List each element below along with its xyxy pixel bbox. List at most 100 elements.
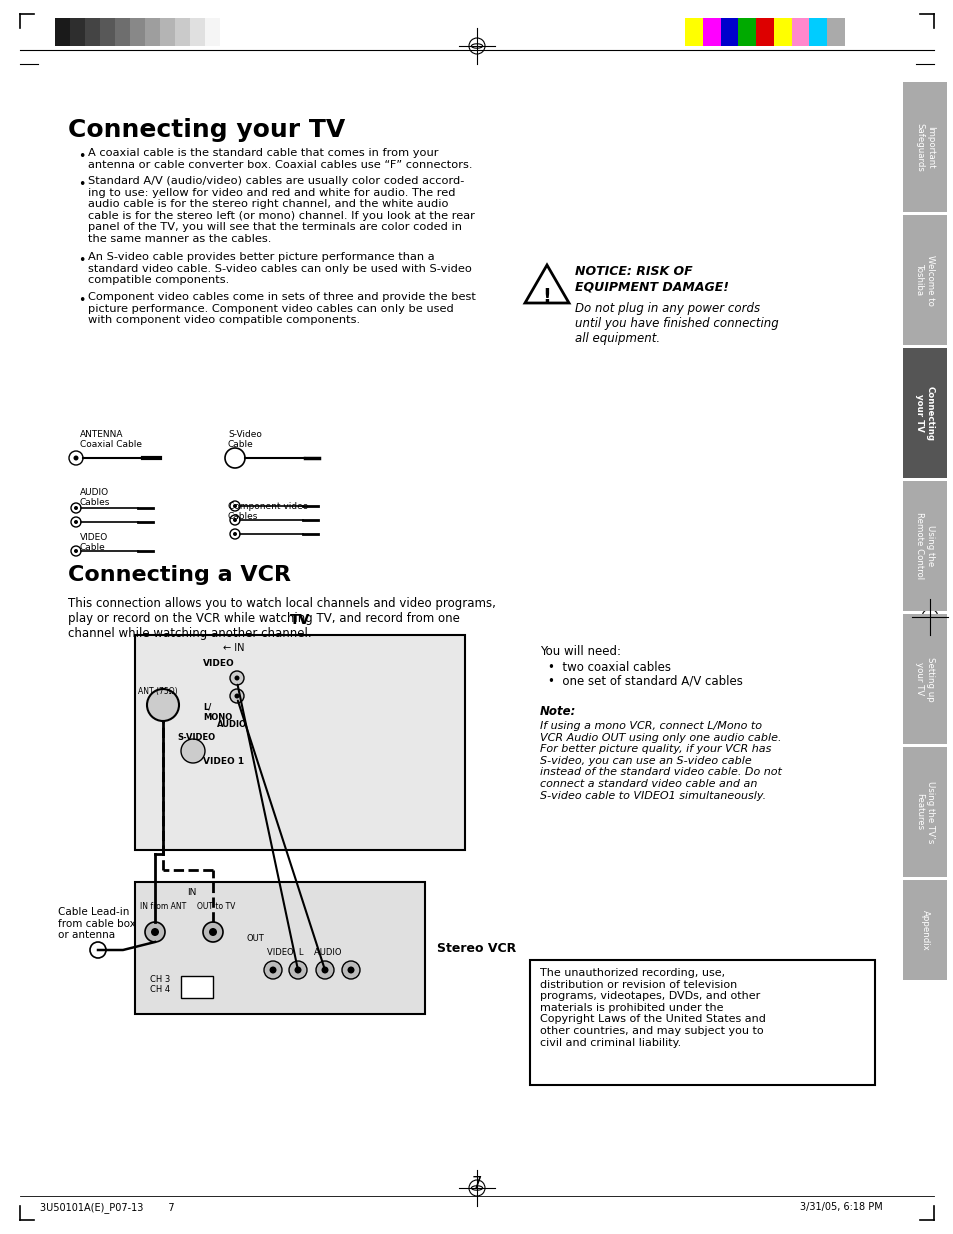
- Text: Standard A/V (audio/video) cables are usually color coded accord-
ing to use: ye: Standard A/V (audio/video) cables are us…: [88, 176, 475, 244]
- Text: •  two coaxial cables: • two coaxial cables: [547, 661, 670, 674]
- Circle shape: [147, 689, 179, 721]
- Text: AUDIO: AUDIO: [216, 719, 247, 729]
- Text: This connection allows you to watch local channels and video programs,
play or r: This connection allows you to watch loca…: [68, 597, 496, 640]
- Polygon shape: [524, 265, 568, 304]
- Bar: [174, 19, 190, 46]
- Text: Connecting a VCR: Connecting a VCR: [68, 565, 291, 585]
- Circle shape: [74, 549, 78, 553]
- Bar: [902, 481, 946, 611]
- Text: Welcome to
Toshiba: Welcome to Toshiba: [914, 254, 934, 306]
- Circle shape: [321, 966, 328, 974]
- Text: ANTENNA
Coaxial Cable: ANTENNA Coaxial Cable: [80, 429, 142, 449]
- Bar: [702, 19, 720, 46]
- Circle shape: [151, 928, 159, 937]
- Circle shape: [230, 689, 244, 703]
- Text: Do not plug in any power cords
until you have finished connecting
all equipment.: Do not plug in any power cords until you…: [575, 302, 778, 346]
- Text: •: •: [78, 254, 85, 267]
- Bar: [902, 348, 946, 478]
- Circle shape: [230, 671, 244, 685]
- Circle shape: [264, 961, 282, 979]
- Text: CH 3
CH 4: CH 3 CH 4: [150, 975, 170, 995]
- Text: ANT (75Ω): ANT (75Ω): [138, 687, 177, 696]
- Circle shape: [233, 532, 236, 536]
- Bar: [902, 747, 946, 877]
- Circle shape: [181, 739, 205, 763]
- Bar: [55, 19, 70, 46]
- Bar: [190, 19, 205, 46]
- Bar: [135, 882, 424, 1014]
- Bar: [70, 19, 85, 46]
- Circle shape: [294, 966, 301, 974]
- Bar: [530, 960, 874, 1085]
- Text: S-VIDEO: S-VIDEO: [177, 733, 214, 742]
- Text: 3/31/05, 6:18 PM: 3/31/05, 6:18 PM: [800, 1202, 882, 1212]
- Text: 7: 7: [471, 1175, 482, 1193]
- Bar: [791, 19, 808, 46]
- Bar: [773, 19, 791, 46]
- Circle shape: [74, 506, 78, 510]
- Circle shape: [233, 503, 236, 508]
- Circle shape: [73, 455, 78, 460]
- Circle shape: [289, 961, 307, 979]
- Bar: [902, 215, 946, 346]
- Text: Stereo VCR: Stereo VCR: [436, 942, 516, 955]
- Text: •: •: [78, 151, 85, 163]
- Text: !: !: [542, 288, 551, 306]
- Text: Component video
Cables: Component video Cables: [228, 502, 308, 522]
- Text: ← IN: ← IN: [223, 643, 244, 653]
- Text: L/
MONO: L/ MONO: [203, 703, 232, 722]
- Text: If using a mono VCR, connect L/Mono to
VCR Audio OUT using only one audio cable.: If using a mono VCR, connect L/Mono to V…: [539, 721, 781, 801]
- Bar: [100, 19, 115, 46]
- Circle shape: [203, 922, 223, 942]
- Bar: [720, 19, 738, 46]
- Text: Important
Safeguards: Important Safeguards: [914, 122, 934, 172]
- Text: OUT: OUT: [247, 934, 265, 943]
- Text: NOTICE: RISK OF
EQUIPMENT DAMAGE!: NOTICE: RISK OF EQUIPMENT DAMAGE!: [575, 265, 728, 292]
- Text: Setting up
your TV: Setting up your TV: [914, 656, 934, 701]
- Text: S-Video
Cable: S-Video Cable: [228, 429, 262, 449]
- Text: Using the
Remote Control: Using the Remote Control: [914, 512, 934, 580]
- Circle shape: [145, 922, 165, 942]
- Circle shape: [347, 966, 355, 974]
- Text: 3U50101A(E)_P07-13        7: 3U50101A(E)_P07-13 7: [40, 1202, 174, 1213]
- Circle shape: [209, 928, 216, 937]
- Circle shape: [315, 961, 334, 979]
- Bar: [130, 19, 145, 46]
- Bar: [160, 19, 174, 46]
- Text: Connecting
your TV: Connecting your TV: [914, 385, 934, 441]
- Text: IN from ANT: IN from ANT: [140, 902, 186, 911]
- Text: OUT to TV: OUT to TV: [196, 902, 235, 911]
- Text: Appendix: Appendix: [920, 909, 928, 950]
- Text: VIDEO
Cable: VIDEO Cable: [80, 533, 108, 553]
- Text: VIDEO 1: VIDEO 1: [203, 756, 244, 766]
- Text: Using the TV’s
Features: Using the TV’s Features: [914, 781, 934, 843]
- Bar: [684, 19, 702, 46]
- Bar: [145, 19, 160, 46]
- Text: A coaxial cable is the standard cable that comes in from your
antenna or cable c: A coaxial cable is the standard cable th…: [88, 148, 472, 169]
- Bar: [85, 19, 100, 46]
- Circle shape: [74, 520, 78, 524]
- Bar: [205, 19, 220, 46]
- Bar: [756, 19, 773, 46]
- Text: •: •: [78, 178, 85, 191]
- Bar: [738, 19, 756, 46]
- Bar: [181, 976, 213, 998]
- Circle shape: [341, 961, 359, 979]
- Circle shape: [234, 694, 239, 698]
- Bar: [115, 19, 130, 46]
- Circle shape: [90, 942, 106, 958]
- Circle shape: [234, 675, 239, 680]
- Text: VIDEO  L    AUDIO: VIDEO L AUDIO: [267, 948, 341, 958]
- Bar: [902, 615, 946, 744]
- Text: IN: IN: [187, 888, 196, 897]
- Text: TV: TV: [290, 613, 310, 627]
- Bar: [902, 880, 946, 980]
- Bar: [902, 81, 946, 212]
- Circle shape: [233, 518, 236, 522]
- Text: •  one set of standard A/V cables: • one set of standard A/V cables: [547, 675, 742, 689]
- Text: You will need:: You will need:: [539, 645, 620, 658]
- Bar: [135, 636, 464, 850]
- Text: •: •: [78, 294, 85, 307]
- Circle shape: [269, 966, 276, 974]
- Text: Cable Lead-in
from cable box
or antenna: Cable Lead-in from cable box or antenna: [58, 907, 135, 940]
